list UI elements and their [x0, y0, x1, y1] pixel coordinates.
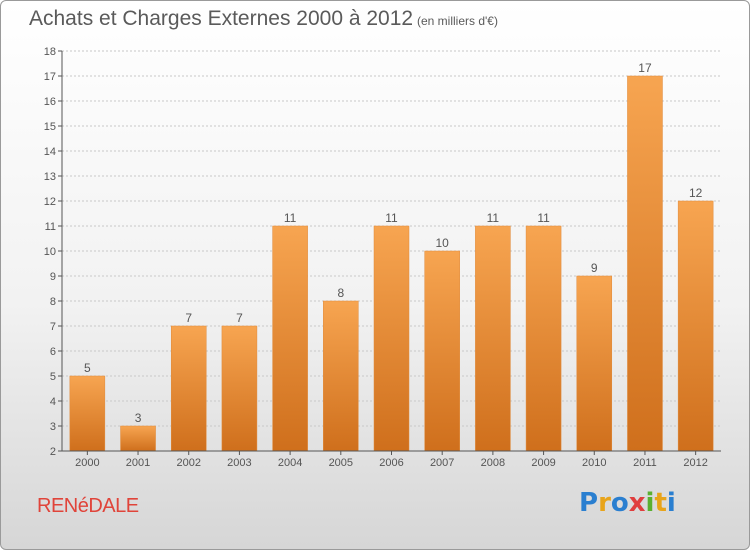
data-label-2008: 11	[487, 211, 500, 225]
y-tick-label: 17	[44, 71, 56, 83]
bar-2000	[69, 375, 106, 452]
x-tick-label-2003: 2003	[227, 457, 251, 469]
y-tick-label: 7	[50, 321, 56, 333]
bar-2005	[323, 300, 359, 452]
x-tick-label-2009: 2009	[531, 457, 555, 469]
data-label-2012: 12	[689, 186, 703, 200]
x-tick-label-2007: 2007	[430, 457, 454, 469]
y-tick-label: 3	[50, 421, 56, 433]
y-tick-label: 8	[50, 296, 56, 308]
data-label-2005: 8	[337, 286, 344, 300]
y-tick-label: 2	[50, 446, 56, 458]
logo-letter: i	[666, 488, 676, 518]
y-tick-label: 14	[44, 146, 56, 158]
logo-letter: x	[628, 488, 646, 518]
bar-2003	[221, 325, 258, 452]
x-tick-label-2010: 2010	[582, 457, 606, 469]
chart-title: Achats et Charges Externes 2000 à 2012	[29, 7, 414, 30]
bar-2002	[170, 325, 207, 452]
y-tick-label: 10	[44, 246, 56, 258]
x-tick-label-2006: 2006	[379, 457, 403, 469]
bar-2010	[576, 275, 613, 452]
proxiti-logo[interactable]: Proxiti	[579, 488, 676, 518]
y-tick-label: 11	[45, 221, 56, 233]
town-name: RENéDALE	[37, 495, 139, 517]
logo-letter: P	[579, 488, 599, 518]
y-tick-label: 9	[50, 271, 56, 283]
data-label-2001: 3	[135, 411, 142, 425]
data-label-2010: 9	[591, 261, 598, 275]
bar-2008	[475, 225, 511, 452]
y-tick-label: 13	[44, 171, 56, 183]
y-tick-label: 15	[44, 121, 56, 133]
bar-2006	[373, 225, 410, 452]
x-tick-label-2008: 2008	[481, 457, 505, 469]
x-tick-label-2001: 2001	[126, 457, 150, 469]
x-tick-label-2005: 2005	[329, 457, 353, 469]
data-label-2009: 11	[537, 211, 550, 225]
data-label-2011: 17	[638, 61, 652, 75]
bar-2001	[120, 425, 156, 452]
data-label-2000: 5	[84, 361, 91, 375]
y-tick-label: 12	[44, 196, 56, 208]
logo-letter: t	[654, 488, 667, 518]
y-tick-label: 16	[44, 96, 56, 108]
y-tick-label: 6	[50, 346, 56, 358]
data-label-2006: 11	[385, 211, 398, 225]
bar-2012	[677, 200, 714, 452]
logo-letter: i	[645, 488, 655, 518]
chart-subtitle: (en milliers d'€)	[417, 14, 498, 28]
x-tick-label-2002: 2002	[176, 457, 200, 469]
x-tick-label-2000: 2000	[75, 457, 99, 469]
y-tick-label: 5	[50, 371, 56, 383]
bar-2007	[424, 250, 460, 452]
data-label-2007: 10	[436, 236, 450, 250]
logo-letter: o	[610, 488, 629, 518]
x-tick-label-2011: 2011	[633, 457, 657, 469]
bar-2009	[525, 225, 562, 452]
x-tick-label-2004: 2004	[278, 457, 302, 469]
x-tick-label-2012: 2012	[683, 457, 707, 469]
data-label-2003: 7	[236, 311, 243, 325]
logo-letter: r	[598, 488, 611, 518]
bar-2011	[627, 75, 663, 452]
y-tick-label: 4	[50, 396, 56, 408]
data-label-2002: 7	[185, 311, 192, 325]
data-label-2004: 11	[284, 211, 297, 225]
y-tick-label: 18	[44, 46, 56, 58]
bar-2004	[272, 225, 308, 452]
